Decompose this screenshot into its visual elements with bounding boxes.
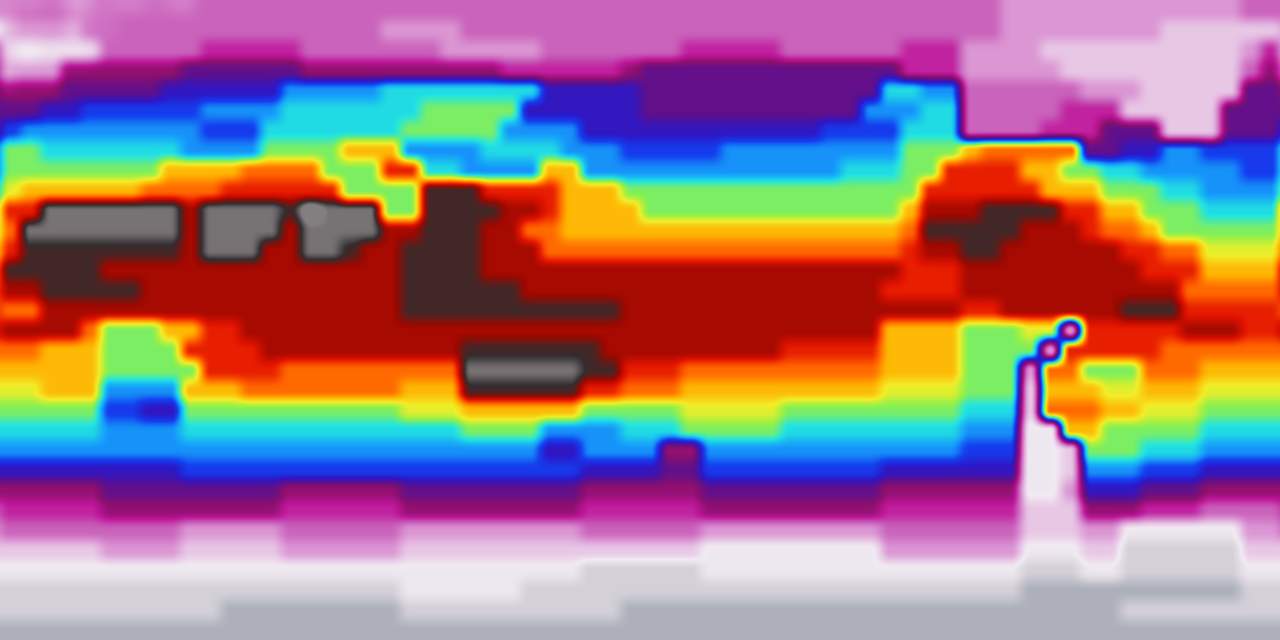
temperature-heatmap-canvas	[0, 0, 1280, 640]
global-temperature-map	[0, 0, 1280, 640]
